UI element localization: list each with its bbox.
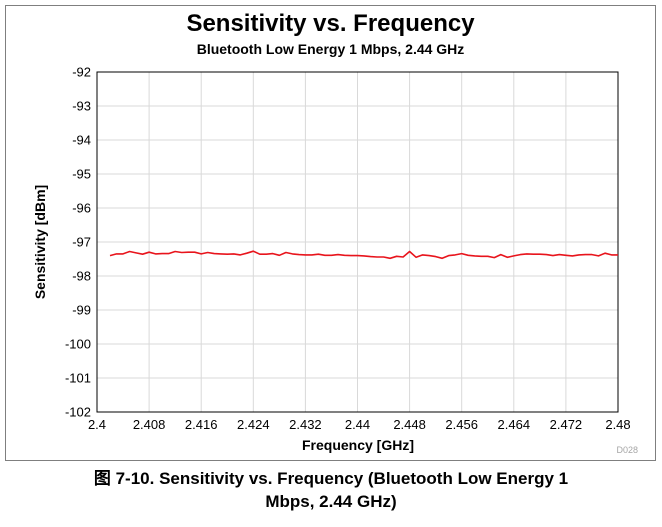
y-tick-label: -94 xyxy=(72,133,91,148)
y-axis-tick-labels: -92 -93 -94 -95 -96 -97 -98 -99 -100 -101 -102 xyxy=(65,65,91,420)
x-tick-label: 2.432 xyxy=(289,417,322,432)
x-tick-label: 2.464 xyxy=(498,417,531,432)
x-tick-label: 2.424 xyxy=(237,417,270,432)
y-tick-label: -92 xyxy=(72,65,91,80)
y-axis-label: Sensitivity [dBm] xyxy=(32,185,48,299)
figure-caption-line-1: 图 7-10. Sensitivity vs. Frequency (Bluet… xyxy=(93,469,569,488)
series-line-1 xyxy=(109,250,618,260)
x-tick-label: 2.456 xyxy=(445,417,478,432)
y-tick-label: -101 xyxy=(65,371,91,386)
x-tick-label: 2.472 xyxy=(550,417,583,432)
grid-lines xyxy=(97,72,618,412)
chart-subtitle: Bluetooth Low Energy 1 Mbps, 2.44 GHz xyxy=(196,41,465,57)
x-tick-label: 2.44 xyxy=(345,417,370,432)
plot-area xyxy=(96,71,619,413)
figure-caption-line-2: Mbps, 2.44 GHz) xyxy=(265,492,397,511)
y-tick-label: -97 xyxy=(72,235,91,250)
y-tick-label: -93 xyxy=(72,99,91,114)
x-axis-label: Frequency [GHz] xyxy=(302,437,414,453)
x-tick-label: 2.448 xyxy=(393,417,426,432)
y-tick-label: -99 xyxy=(72,303,91,318)
y-tick-label: -98 xyxy=(72,269,91,284)
y-tick-label: -95 xyxy=(72,167,91,182)
x-tick-label: 2.4 xyxy=(88,417,106,432)
y-tick-label: -102 xyxy=(65,405,91,420)
series-layer xyxy=(109,250,618,260)
y-tick-label: -100 xyxy=(65,337,91,352)
figure-caption: 图 7-10. Sensitivity vs. Frequency (Bluet… xyxy=(0,467,662,513)
x-tick-label: 2.408 xyxy=(133,417,166,432)
x-tick-label: 2.416 xyxy=(185,417,218,432)
sensitivity-chart: 2.4 2.408 2.416 2.424 2.432 2.44 2.448 2.456 2.4… xyxy=(32,65,638,456)
chart-frame: Sensitivity vs. Frequency Bluetooth Low … xyxy=(5,5,656,461)
figure-id-watermark: D028 xyxy=(616,445,638,455)
chart-title: Sensitivity vs. Frequency xyxy=(186,10,475,37)
x-tick-label: 2.48 xyxy=(605,417,630,432)
y-tick-label: -96 xyxy=(72,201,91,216)
x-axis-tick-labels: 2.4 2.408 2.416 2.424 2.432 2.44 2.448 2.456 2.4… xyxy=(88,417,631,432)
